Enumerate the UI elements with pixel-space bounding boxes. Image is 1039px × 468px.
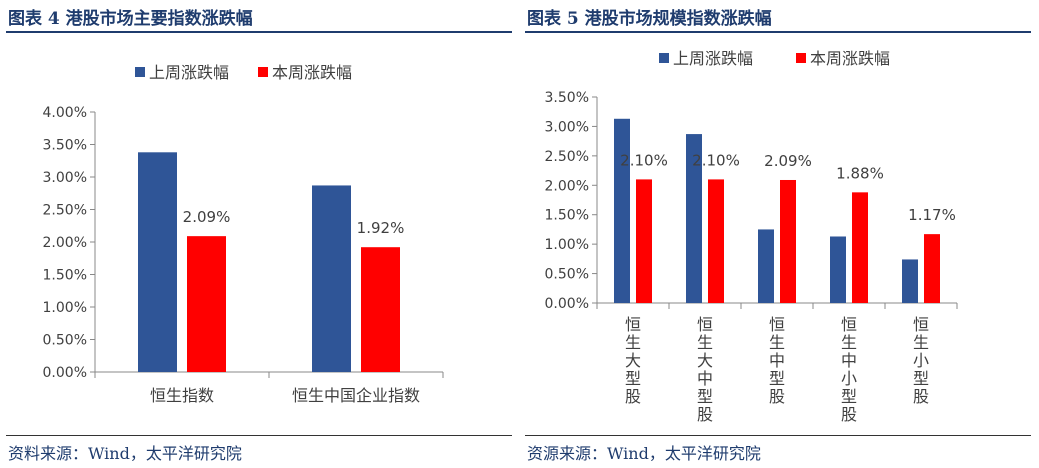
source-divider bbox=[6, 435, 512, 436]
category-label: 恒生中国企业指数 bbox=[292, 386, 420, 405]
bar bbox=[312, 185, 351, 372]
y-tick-label: 3.50% bbox=[545, 90, 589, 106]
category-label: 恒 bbox=[841, 315, 857, 334]
data-label: 1.88% bbox=[836, 164, 884, 182]
y-tick-label: 2.00% bbox=[43, 235, 87, 251]
category-label: 大 bbox=[625, 351, 641, 370]
chart-panel-right: 图表 5 港股市场规模指数涨跌幅 上周涨跌幅 本周涨跌幅 0.00% 0.50% 1.0… bbox=[519, 0, 1039, 468]
y-tick-label: 3.00% bbox=[43, 170, 87, 186]
source-divider bbox=[525, 435, 1031, 436]
legend-label: 上周涨跌幅 bbox=[673, 49, 753, 68]
category-label: 恒 bbox=[913, 315, 929, 334]
y-tick-label: 3.00% bbox=[545, 119, 589, 135]
category-label: 中 bbox=[841, 351, 857, 370]
legend-label: 本周涨跌幅 bbox=[272, 63, 352, 82]
figure-title: 图表 4 港股市场主要指数涨跌幅 bbox=[8, 9, 253, 29]
bar bbox=[780, 179, 796, 303]
bar bbox=[686, 134, 702, 303]
y-tick-label: 2.50% bbox=[43, 203, 87, 219]
bar bbox=[852, 192, 868, 303]
bar bbox=[708, 179, 724, 303]
legend-swatch bbox=[258, 67, 268, 77]
data-label: 2.10% bbox=[620, 151, 668, 169]
bar-chart-svg: 上周涨跌幅 本周涨跌幅 0.00% 0.50% 1.00% 1.50% 2.00% 2.50%… bbox=[43, 63, 444, 405]
category-label: 大 bbox=[697, 351, 713, 370]
bar bbox=[187, 236, 226, 372]
category-label: 生 bbox=[697, 333, 713, 352]
bar bbox=[614, 118, 630, 303]
category-label: 生 bbox=[841, 333, 857, 352]
category-label: 型 bbox=[913, 369, 929, 388]
category-label: 恒 bbox=[769, 315, 785, 334]
category-label: 恒生指数 bbox=[150, 386, 214, 405]
title-divider bbox=[6, 31, 512, 33]
category-label: 股 bbox=[697, 405, 713, 424]
bar bbox=[758, 229, 774, 303]
bar bbox=[902, 259, 918, 303]
legend-label: 上周涨跌幅 bbox=[149, 63, 229, 82]
y-tick-label: 2.00% bbox=[545, 178, 589, 194]
category-label: 型 bbox=[697, 387, 713, 406]
category-label: 小 bbox=[913, 351, 929, 370]
bar bbox=[361, 247, 400, 372]
title-divider bbox=[525, 31, 1031, 33]
y-tick-label: 1.00% bbox=[43, 300, 87, 316]
data-label: 2.10% bbox=[692, 151, 740, 169]
bar bbox=[138, 152, 177, 372]
category-label: 生 bbox=[913, 333, 929, 352]
category-label: 型 bbox=[841, 387, 857, 406]
data-label: 2.09% bbox=[183, 208, 231, 226]
y-tick-label: 1.50% bbox=[43, 268, 87, 284]
chart-panel-left: 图表 4 港股市场主要指数涨跌幅 上周涨跌幅 本周涨跌幅 0.00% 0.50% 1.0… bbox=[6, 9, 512, 463]
category-label: 股 bbox=[841, 405, 857, 424]
y-tick-label: 1.50% bbox=[545, 208, 589, 224]
category-label: 生 bbox=[769, 333, 785, 352]
bar bbox=[830, 236, 846, 303]
legend-swatch bbox=[659, 53, 669, 63]
data-label: 2.09% bbox=[764, 152, 812, 170]
data-label: 1.17% bbox=[908, 206, 956, 224]
category-label: 中 bbox=[697, 369, 713, 388]
legend-swatch bbox=[135, 67, 145, 77]
category-label: 恒 bbox=[625, 315, 641, 334]
category-label: 生 bbox=[625, 333, 641, 352]
figure-title: 图表 5 港股市场规模指数涨跌幅 bbox=[527, 9, 772, 29]
category-label: 恒 bbox=[697, 315, 713, 334]
y-tick-label: 2.50% bbox=[545, 149, 589, 165]
bar-chart-svg: 上周涨跌幅 本周涨跌幅 0.00% 0.50% 1.00% 1.50% 2.00% 2.50%… bbox=[545, 49, 958, 424]
y-tick-label: 0.50% bbox=[545, 267, 589, 283]
source-note: 资源来源：Wind，太平洋研究院 bbox=[527, 444, 761, 463]
y-tick-label: 0.00% bbox=[545, 296, 589, 312]
y-tick-label: 4.00% bbox=[43, 105, 87, 121]
y-tick-label: 0.50% bbox=[43, 333, 87, 349]
category-label: 股 bbox=[913, 387, 929, 406]
category-label: 小 bbox=[841, 369, 857, 388]
bar bbox=[924, 234, 940, 303]
bar bbox=[636, 179, 652, 303]
category-label: 股 bbox=[769, 387, 785, 406]
category-label: 型 bbox=[769, 369, 785, 388]
category-label: 股 bbox=[625, 387, 641, 406]
y-tick-label: 0.00% bbox=[43, 365, 87, 381]
legend-label: 本周涨跌幅 bbox=[810, 49, 890, 68]
y-tick-label: 3.50% bbox=[43, 138, 87, 154]
category-label: 中 bbox=[769, 351, 785, 370]
y-tick-label: 1.00% bbox=[545, 237, 589, 253]
category-label: 型 bbox=[625, 369, 641, 388]
source-note: 资料来源：Wind，太平洋研究院 bbox=[8, 444, 242, 463]
data-label: 1.92% bbox=[357, 219, 405, 237]
legend-swatch bbox=[796, 53, 806, 63]
